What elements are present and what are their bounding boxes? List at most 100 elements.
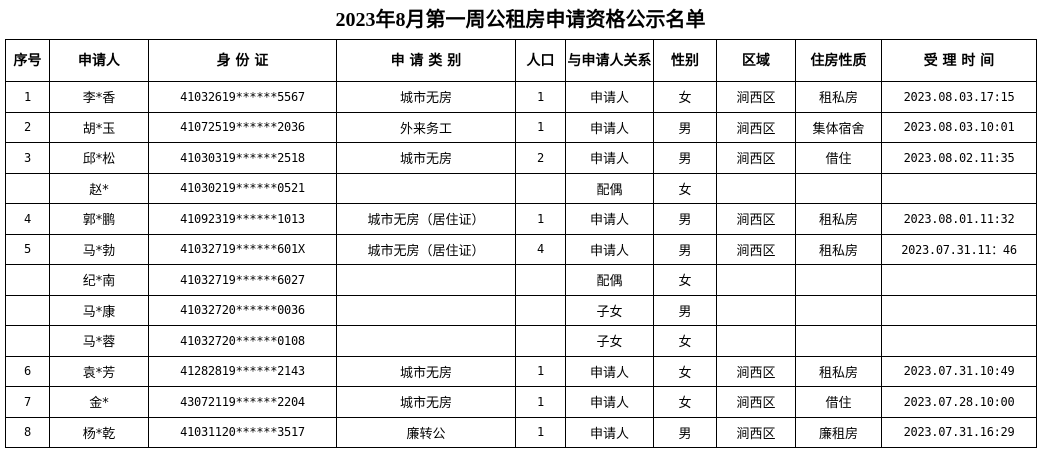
cell-seq: 7 xyxy=(5,386,50,418)
cell-applicant: 邱*松 xyxy=(49,142,149,174)
cell-housing-type: 租私房 xyxy=(795,203,882,235)
cell-id-number: 41032719******6027 xyxy=(148,264,337,296)
cell-category xyxy=(336,325,516,357)
cell-district xyxy=(716,325,796,357)
cell-relation: 申请人 xyxy=(565,355,654,387)
table-row: 3 邱*松 41030319******2518 城市无房 2 申请人男涧西区 借住 2023… xyxy=(5,142,1037,174)
table-row: 1 李*香 41032619******5567 城市无房 1 申请人女涧西区 租私房 202… xyxy=(5,81,1037,113)
cell-accept-time: 2023.07.31.11：46 xyxy=(881,233,1037,265)
cell-gender: 女 xyxy=(653,172,717,204)
cell-applicant: 金* xyxy=(49,386,149,418)
table-row: 5 马*勃 41032719******601X 城市无房（居住证） 4 申请人男涧西区租… xyxy=(5,233,1037,265)
cell-accept-time: 2023.07.31.10:49 xyxy=(881,355,1037,387)
cell-gender: 男 xyxy=(653,111,717,143)
cell-accept-time: 2023.07.31.16:29 xyxy=(881,416,1037,448)
cell-accept-time: 2023.08.03.17:15 xyxy=(881,81,1037,113)
cell-gender: 女 xyxy=(653,81,717,113)
table-row: 8 杨*乾 41031120******3517 廉转公 1 申请人男涧西区 廉租房 2023… xyxy=(5,416,1037,448)
cell-housing-type xyxy=(795,294,882,326)
cell-household-size: 1 xyxy=(515,355,566,387)
cell-household-size: 1 xyxy=(515,416,566,448)
cell-seq: 8 xyxy=(5,416,50,448)
cell-relation: 子女 xyxy=(565,294,654,326)
header-category: 申 请 类 别 xyxy=(336,39,516,82)
cell-applicant: 赵* xyxy=(49,172,149,204)
cell-seq xyxy=(5,264,50,296)
cell-relation: 子女 xyxy=(565,325,654,357)
cell-housing-type xyxy=(795,172,882,204)
cell-category: 城市无房 xyxy=(336,81,516,113)
cell-relation: 申请人 xyxy=(565,81,654,113)
cell-household-size: 2 xyxy=(515,142,566,174)
cell-accept-time xyxy=(881,172,1037,204)
cell-accept-time xyxy=(881,294,1037,326)
cell-household-size xyxy=(515,325,566,357)
cell-applicant: 马*康 xyxy=(49,294,149,326)
cell-seq xyxy=(5,294,50,326)
cell-housing-type: 借住 xyxy=(795,142,882,174)
cell-district: 涧西区 xyxy=(716,81,796,113)
cell-household-size: 1 xyxy=(515,111,566,143)
cell-category xyxy=(336,294,516,326)
header-household-size: 人口 xyxy=(515,39,566,82)
cell-seq: 2 xyxy=(5,111,50,143)
table-row: 赵* 41030219******0521 配偶女 xyxy=(5,172,1037,204)
cell-gender: 女 xyxy=(653,325,717,357)
cell-seq xyxy=(5,325,50,357)
header-row: 序号 申请人身 份 证申 请 类 别人口 与申请人关系 性别 区域 住房性质受 理 时 间 xyxy=(5,39,1037,82)
cell-category: 廉转公 xyxy=(336,416,516,448)
cell-district: 涧西区 xyxy=(716,386,796,418)
cell-household-size: 1 xyxy=(515,386,566,418)
table-row: 纪*南 41032719******6027 配偶女 xyxy=(5,264,1037,296)
cell-household-size: 4 xyxy=(515,233,566,265)
cell-district: 涧西区 xyxy=(716,355,796,387)
cell-applicant: 马*蓉 xyxy=(49,325,149,357)
cell-housing-type: 集体宿舍 xyxy=(795,111,882,143)
cell-accept-time: 2023.07.28.10:00 xyxy=(881,386,1037,418)
cell-district: 涧西区 xyxy=(716,111,796,143)
header-accept-time: 受 理 时 间 xyxy=(881,39,1037,82)
cell-relation: 申请人 xyxy=(565,416,654,448)
cell-seq: 6 xyxy=(5,355,50,387)
header-id-number: 身 份 证 xyxy=(148,39,337,82)
cell-id-number: 41032720******0036 xyxy=(148,294,337,326)
cell-housing-type xyxy=(795,325,882,357)
cell-district xyxy=(716,294,796,326)
cell-applicant: 纪*南 xyxy=(49,264,149,296)
cell-gender: 女 xyxy=(653,264,717,296)
cell-relation: 申请人 xyxy=(565,386,654,418)
cell-housing-type: 廉租房 xyxy=(795,416,882,448)
header-seq: 序号 xyxy=(5,39,50,82)
cell-applicant: 李*香 xyxy=(49,81,149,113)
cell-applicant: 胡*玉 xyxy=(49,111,149,143)
header-district: 区域 xyxy=(716,39,796,82)
cell-housing-type: 借住 xyxy=(795,386,882,418)
cell-accept-time xyxy=(881,264,1037,296)
cell-relation: 申请人 xyxy=(565,233,654,265)
cell-accept-time xyxy=(881,325,1037,357)
cell-relation: 申请人 xyxy=(565,203,654,235)
header-housing-type: 住房性质 xyxy=(795,39,882,82)
cell-id-number: 41282819******2143 xyxy=(148,355,337,387)
cell-applicant: 郭*鹏 xyxy=(49,203,149,235)
cell-housing-type: 租私房 xyxy=(795,233,882,265)
cell-gender: 男 xyxy=(653,416,717,448)
applicant-table: 序号 申请人身 份 证申 请 类 别人口 与申请人关系 性别 区域 住房性质受 理 时 间… xyxy=(5,39,1037,448)
cell-seq: 5 xyxy=(5,233,50,265)
header-applicant: 申请人 xyxy=(49,39,149,82)
cell-gender: 男 xyxy=(653,294,717,326)
header-relation: 与申请人关系 xyxy=(565,39,654,82)
cell-applicant: 马*勃 xyxy=(49,233,149,265)
cell-category: 城市无房 xyxy=(336,386,516,418)
cell-id-number: 41032619******5567 xyxy=(148,81,337,113)
cell-applicant: 杨*乾 xyxy=(49,416,149,448)
table-row: 马*蓉 41032720******0108 子女女 xyxy=(5,325,1037,357)
table-row: 4 郭*鹏 41092319******1013 城市无房（居住证） 1 申请人男涧西区租… xyxy=(5,203,1037,235)
cell-household-size xyxy=(515,294,566,326)
cell-id-number: 41072519******2036 xyxy=(148,111,337,143)
table-row: 6 袁*芳 41282819******2143 城市无房 1 申请人女涧西区 租私房 202… xyxy=(5,355,1037,387)
cell-category: 城市无房 xyxy=(336,142,516,174)
cell-gender: 女 xyxy=(653,355,717,387)
cell-accept-time: 2023.08.03.10:01 xyxy=(881,111,1037,143)
cell-gender: 男 xyxy=(653,142,717,174)
